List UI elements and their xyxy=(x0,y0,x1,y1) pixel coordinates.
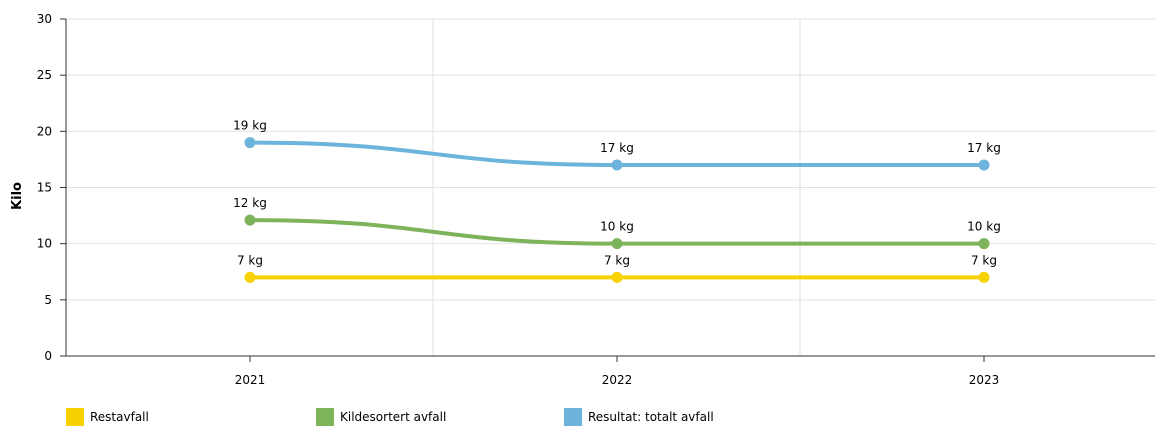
x-tick-label: 2021 xyxy=(235,373,266,387)
legend-label: Restavfall xyxy=(90,410,149,424)
series-points xyxy=(244,137,990,283)
data-point[interactable] xyxy=(611,159,623,171)
legend-swatch xyxy=(66,408,84,426)
x-tick-label: 2023 xyxy=(969,373,1000,387)
data-label: 7 kg xyxy=(237,253,263,267)
x-tick-labels: 2021 2022 2023 xyxy=(235,373,1000,387)
data-point[interactable] xyxy=(244,137,256,149)
data-label: 19 kg xyxy=(233,119,267,133)
legend: Restavfall Kildesortert avfall Resultat: t… xyxy=(0,408,1155,428)
data-label: 17 kg xyxy=(600,141,634,155)
data-point[interactable] xyxy=(978,238,990,250)
y-tick-label: 15 xyxy=(37,181,52,195)
y-tick-label: 30 xyxy=(37,12,52,26)
legend-item[interactable]: Restavfall xyxy=(66,408,149,426)
y-tick-label: 0 xyxy=(44,349,52,363)
y-tick-label: 10 xyxy=(37,237,52,251)
data-point[interactable] xyxy=(244,214,256,226)
y-axis-label: Kilo xyxy=(10,182,25,210)
legend-item[interactable]: Resultat: totalt avfall xyxy=(564,408,714,426)
data-point[interactable] xyxy=(978,159,990,171)
data-point[interactable] xyxy=(611,271,623,283)
data-label: 10 kg xyxy=(600,220,634,234)
gridlines xyxy=(66,18,1155,356)
y-tick-label: 25 xyxy=(37,68,52,82)
legend-swatch xyxy=(316,408,334,426)
y-tick-label: 20 xyxy=(37,124,52,138)
data-point[interactable] xyxy=(244,271,256,283)
data-label: 17 kg xyxy=(967,141,1001,155)
data-labels: 7 kg 7 kg 7 kg 12 kg 10 kg 10 kg 19 kg 17 kg 17 … xyxy=(233,119,1001,268)
legend-item[interactable]: Kildesortert avfall xyxy=(316,408,446,426)
data-point[interactable] xyxy=(978,271,990,283)
data-point[interactable] xyxy=(611,238,623,250)
data-label: 10 kg xyxy=(967,220,1001,234)
legend-swatch xyxy=(564,408,582,426)
legend-label: Kildesortert avfall xyxy=(340,410,447,424)
y-tick-labels: 0 5 10 15 20 25 30 xyxy=(37,12,52,363)
axes xyxy=(60,18,1155,362)
data-label: 7 kg xyxy=(604,253,630,267)
x-tick-label: 2022 xyxy=(602,373,633,387)
legend-label: Resultat: totalt avfall xyxy=(588,410,714,424)
data-label: 7 kg xyxy=(971,253,997,267)
y-tick-label: 5 xyxy=(44,293,52,307)
data-label: 12 kg xyxy=(233,196,267,210)
